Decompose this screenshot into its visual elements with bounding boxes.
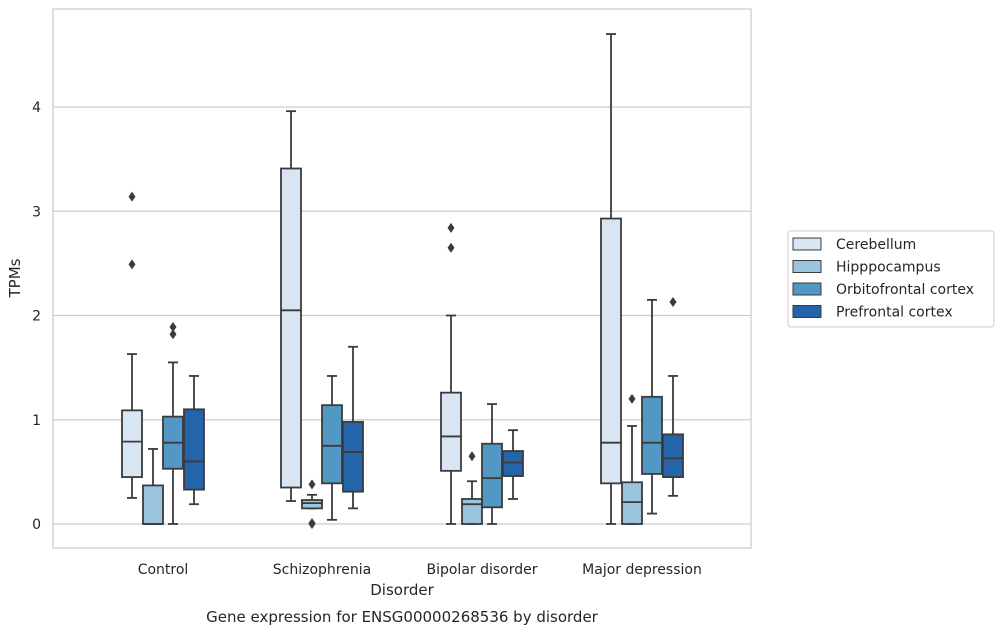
box-body [342, 420, 364, 493]
y-tick-label: 4 [32, 100, 41, 116]
box-2-1 [321, 375, 343, 521]
box-1-3 [621, 393, 643, 525]
box-3-3 [662, 296, 684, 497]
box-3-0 [183, 375, 205, 506]
box-0-1 [280, 110, 302, 502]
box-body [502, 450, 524, 477]
legend-label: Prefrontal cortex [836, 305, 953, 321]
box-body [280, 167, 302, 489]
box-body [662, 433, 684, 478]
outlier-point [468, 451, 476, 462]
box-body [461, 498, 483, 525]
box-0-2 [440, 222, 462, 525]
y-tick-label: 0 [32, 517, 41, 533]
y-tick-label: 2 [32, 309, 41, 325]
x-tick-label: Major depression [582, 562, 702, 578]
outlier-point [447, 242, 455, 253]
box-body [600, 217, 622, 485]
y-tick-labels: 0 1 2 3 4 [32, 100, 41, 533]
box-body [301, 499, 323, 510]
outlier-point [308, 517, 316, 528]
box-body [183, 408, 205, 491]
box-2-2 [481, 403, 503, 525]
outlier-point [128, 259, 136, 270]
x-tick-label: Schizophrenia [273, 562, 371, 578]
legend-label: Cerebellum [836, 237, 916, 253]
plot-area-frame [52, 8, 752, 549]
box-3-2 [502, 429, 524, 500]
legend-frame [787, 230, 995, 328]
legend-swatch [792, 260, 822, 273]
legend: Cerebellum Hipppocampus Orbitofrontal cort… [787, 230, 995, 328]
box-body [321, 404, 343, 485]
x-tick-label: Bipolar disorder [426, 562, 537, 578]
box-body [142, 484, 164, 525]
y-tick-label: 1 [32, 413, 41, 429]
legend-swatch [792, 237, 822, 251]
x-tick-labels: Control Schizophrenia Bipolar disorder Majo… [138, 562, 702, 578]
legend-swatch [792, 305, 822, 318]
y-tick-label: 3 [32, 204, 41, 220]
outlier-point [128, 191, 136, 202]
outlier-point [169, 329, 177, 340]
chart-caption: Gene expression for ENSG00000268536 by d… [206, 608, 599, 626]
box-body [121, 409, 143, 478]
outlier-point [308, 479, 316, 490]
box-3-1 [342, 345, 364, 510]
outlier-point [169, 321, 177, 332]
legend-label: Orbitofrontal cortex [836, 282, 974, 298]
box-0-3 [600, 33, 622, 525]
box-1-2 [461, 451, 483, 525]
box-2-0 [162, 321, 184, 525]
box-2-3 [641, 298, 663, 515]
box-body [621, 481, 643, 525]
x-axis-label: Disorder [370, 581, 434, 599]
outlier-point [447, 222, 455, 233]
box-groups [121, 33, 684, 529]
outlier-point [628, 393, 636, 404]
x-tick-label: Control [138, 562, 189, 578]
legend-label: Hipppocampus [836, 260, 941, 276]
outlier-point [669, 296, 677, 307]
y-axis-label: TPMs [6, 258, 24, 298]
box-body [481, 442, 503, 509]
box-body [641, 395, 663, 475]
legend-swatch [792, 282, 822, 296]
box-0-0 [121, 191, 143, 499]
box-1-1 [301, 479, 323, 529]
box-1-0 [142, 448, 164, 525]
box-body [440, 391, 462, 472]
